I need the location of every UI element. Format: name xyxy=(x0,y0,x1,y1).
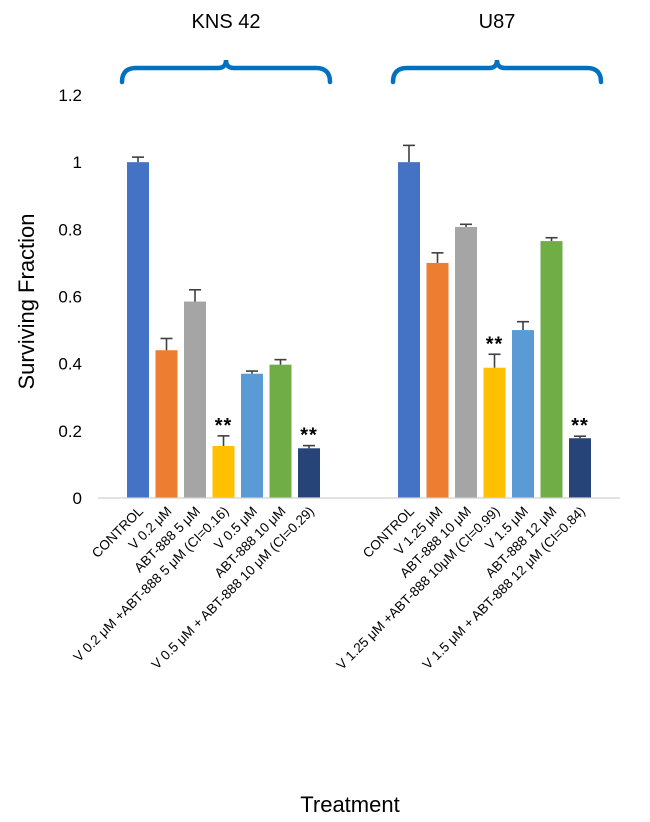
bar xyxy=(155,350,178,498)
group-label: KNS 42 xyxy=(192,11,261,33)
y-tick-label: 0.2 xyxy=(58,422,82,441)
bar xyxy=(398,162,420,498)
significance-marker: ** xyxy=(571,415,589,437)
bar xyxy=(298,448,320,498)
bar xyxy=(127,162,149,498)
group-bracket xyxy=(119,59,333,85)
group-bracket xyxy=(390,59,604,85)
bar xyxy=(569,438,591,498)
bar xyxy=(455,226,477,499)
x-axis-title: Treatment xyxy=(300,792,399,817)
significance-marker: ** xyxy=(215,415,233,437)
bar xyxy=(512,330,534,498)
bar xyxy=(241,373,263,498)
y-axis-title: Surviving Fraction xyxy=(14,213,39,389)
significance-marker: ** xyxy=(300,425,318,447)
y-tick-label: 1.2 xyxy=(58,86,82,105)
bar xyxy=(426,262,449,498)
significance-marker: ** xyxy=(486,333,504,355)
bar xyxy=(184,301,206,498)
y-tick-label: 0.4 xyxy=(58,355,82,374)
bar xyxy=(269,364,292,498)
group-label: U87 xyxy=(479,11,516,33)
y-tick-label: 0.6 xyxy=(58,288,82,307)
bar xyxy=(540,241,563,498)
bar xyxy=(483,367,506,498)
y-tick-label: 1 xyxy=(73,153,82,172)
y-tick-label: 0.8 xyxy=(58,220,82,239)
bar xyxy=(212,445,235,498)
y-tick-label: 0 xyxy=(73,489,82,508)
